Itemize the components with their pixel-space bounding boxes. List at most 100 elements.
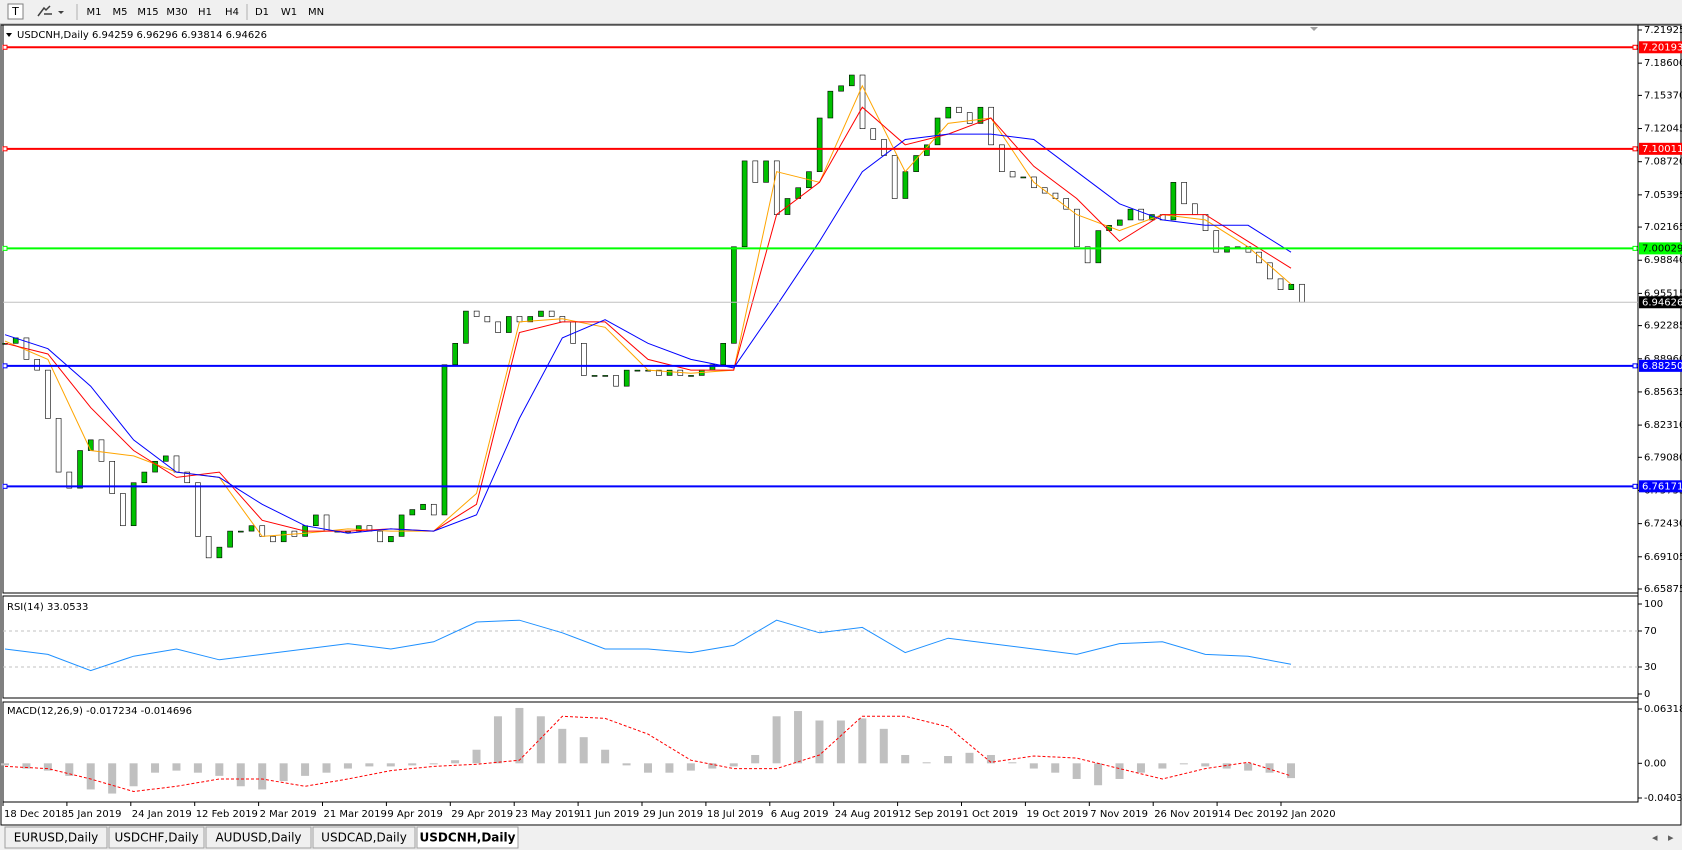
macd-histogram-bar [879, 728, 888, 764]
candle-body [752, 160, 759, 183]
macd-histogram-bar [515, 707, 524, 764]
timeframe-button[interactable]: M15 [137, 7, 158, 18]
timeframe-button[interactable]: H1 [198, 7, 212, 18]
candle-body [141, 471, 148, 484]
chart-tab[interactable] [416, 826, 519, 849]
moving-average [4, 106, 1292, 532]
macd-histogram-bar [279, 763, 288, 782]
scroll-right[interactable]: ▸ [1668, 831, 1674, 844]
chart-tab-label[interactable]: EURUSD,Daily [14, 831, 99, 845]
y-tick-label: 6.92285 [1644, 321, 1682, 332]
candle-body [355, 525, 362, 532]
last-price-box [1639, 296, 1682, 309]
macd-histogram-bar [65, 763, 74, 776]
objects-tool[interactable] [37, 5, 52, 17]
chart-tab[interactable] [205, 826, 312, 849]
timeframe-button[interactable]: M30 [166, 7, 187, 18]
chart-tab-label[interactable]: USDCNH,Daily [420, 831, 516, 845]
candle-body [195, 482, 201, 537]
candle-body [452, 343, 458, 366]
y-tick-label: 100 [1644, 599, 1663, 610]
candle-body [1020, 176, 1027, 179]
macd-histogram-bar [1158, 763, 1167, 769]
macd-histogram-bar [536, 716, 545, 764]
candle-body [280, 530, 287, 543]
candle-body [55, 418, 62, 473]
macd-histogram-bar [86, 763, 95, 790]
macd-histogram-bar [451, 760, 460, 764]
macd-signal-line [4, 715, 1292, 793]
timeframe-button[interactable]: MN [308, 7, 324, 18]
macd-histogram-bar [751, 754, 760, 764]
level-anchor[interactable] [2, 146, 8, 152]
chart-tab-label[interactable]: USDCHF,Daily [114, 831, 198, 845]
date-label: 26 Nov 2019 [1154, 809, 1218, 820]
candle-body [913, 155, 919, 172]
date-label: 2 Mar 2019 [260, 809, 317, 820]
candle-body [1256, 251, 1262, 264]
level-label-box [1639, 359, 1682, 372]
chart-tab-label[interactable]: AUDUSD,Daily [215, 831, 301, 845]
macd-histogram-bar [129, 763, 138, 787]
macd-histogram-bar [901, 754, 910, 764]
level-anchor[interactable] [1632, 146, 1638, 152]
level-anchor[interactable] [1632, 363, 1638, 369]
macd-histogram-bar [429, 763, 438, 765]
candle-body [666, 369, 673, 376]
level-anchor[interactable] [1632, 44, 1638, 50]
candle-body [87, 439, 94, 451]
candle-body [1170, 182, 1177, 221]
macd-histogram-bar [1179, 763, 1188, 765]
timeframe-button[interactable]: H4 [225, 7, 239, 18]
candle-body [859, 74, 866, 129]
candle-body [538, 310, 544, 317]
y-tick-label: 6.88960 [1644, 354, 1682, 365]
text-tool-icon: T [11, 5, 19, 18]
candle-body [763, 160, 769, 183]
macd-histogram-bar [151, 763, 160, 773]
y-tick-label: 7.08720 [1644, 157, 1682, 168]
candle-body [966, 112, 973, 124]
timeframe-button[interactable]: M1 [87, 7, 102, 18]
candle-body [527, 316, 534, 323]
candle-body [1084, 246, 1091, 264]
moving-average [4, 133, 1292, 534]
dropdown-arrow[interactable] [58, 11, 64, 14]
candle-body [409, 509, 416, 516]
text-tool[interactable] [7, 3, 24, 20]
level-anchor[interactable] [2, 245, 8, 251]
candle-body [248, 525, 255, 532]
candle-body [463, 310, 469, 344]
y-tick-label: 6.98840 [1644, 255, 1682, 266]
timeframe-button[interactable]: D1 [255, 7, 269, 18]
y-tick-label: 7.02165 [1644, 222, 1682, 233]
timeframe-button[interactable]: M5 [113, 7, 128, 18]
candle-body [238, 530, 244, 533]
level-anchor[interactable] [2, 44, 8, 50]
y-tick-label: 6.72430 [1644, 519, 1682, 530]
scroll-left[interactable]: ◂ [1652, 831, 1658, 844]
chart-tab[interactable] [312, 826, 416, 849]
candle-body [1192, 203, 1198, 215]
level-anchor[interactable] [2, 483, 8, 489]
candle-body [741, 160, 748, 248]
timeframe-button[interactable]: W1 [281, 7, 297, 18]
candle-body [1299, 283, 1305, 303]
candle-body [1127, 208, 1134, 221]
chart-tab-label[interactable]: USDCAD,Daily [321, 831, 407, 845]
y-tick-label: 6.69105 [1644, 552, 1682, 563]
rsi-line [4, 619, 1292, 672]
candle-body [109, 460, 115, 494]
chart-tab[interactable] [4, 826, 108, 849]
y-tick-label: 7.15370 [1644, 90, 1682, 101]
candle-body [473, 310, 480, 317]
candle-body [120, 493, 126, 527]
level-anchor[interactable] [2, 363, 8, 369]
candle-body [613, 375, 619, 387]
candle-body [130, 482, 137, 527]
level-label: 6.88250 [1642, 361, 1682, 372]
level-anchor[interactable] [1632, 483, 1638, 489]
level-anchor[interactable] [1632, 245, 1638, 251]
macd-histogram-bar [258, 763, 267, 790]
chart-tab[interactable] [108, 826, 205, 849]
